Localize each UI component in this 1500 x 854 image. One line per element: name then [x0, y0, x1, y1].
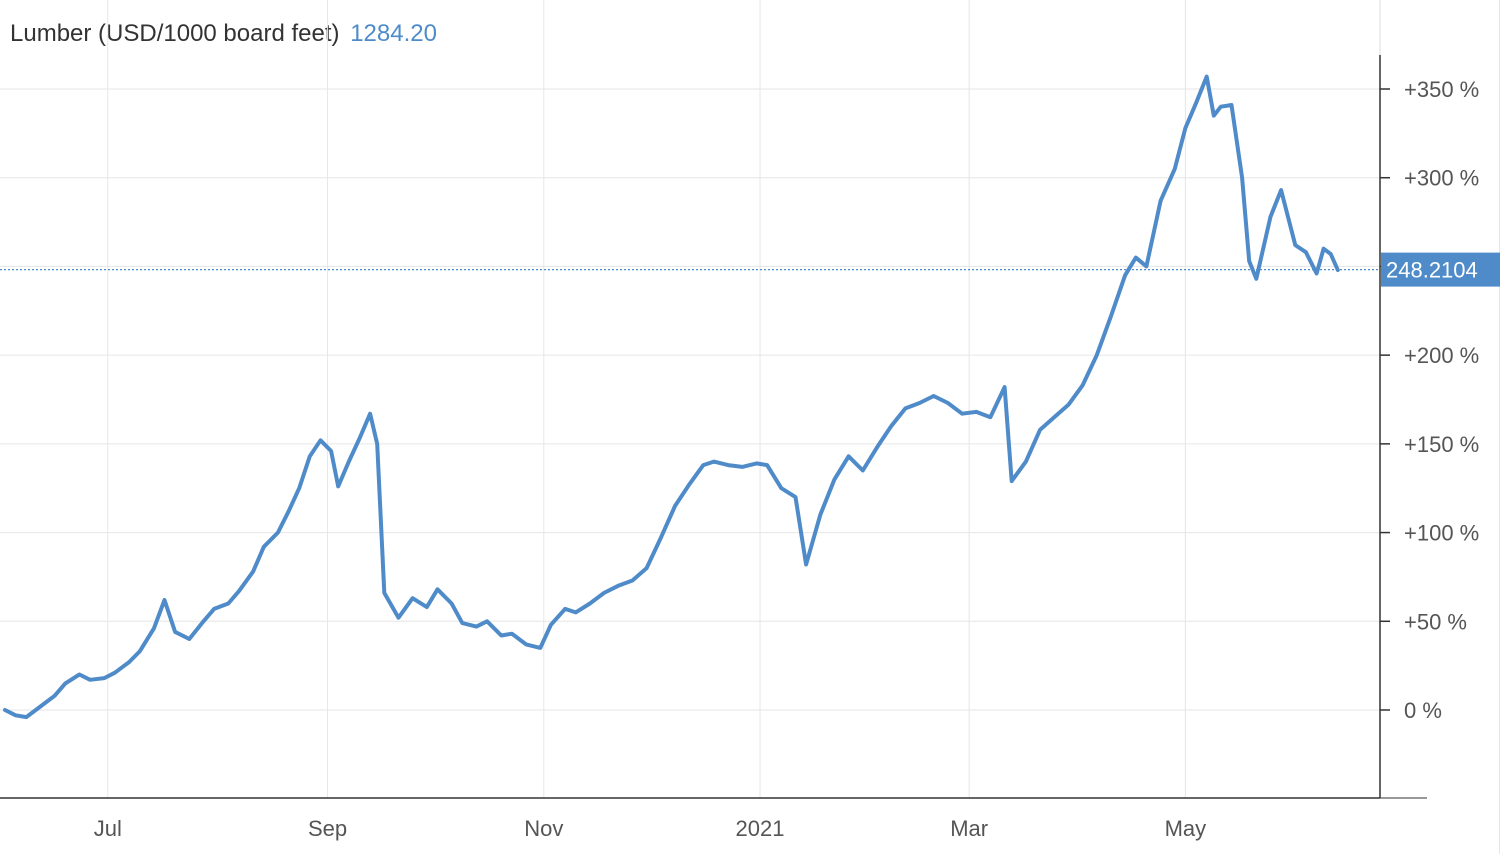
- y-tick-label: +100 %: [1404, 521, 1479, 546]
- x-tick-label: Nov: [524, 816, 563, 841]
- y-tick-label: +50 %: [1404, 609, 1467, 634]
- x-tick-label: Mar: [950, 816, 988, 841]
- y-tick-label: +300 %: [1404, 166, 1479, 191]
- chart-header: Lumber (USD/1000 board feet) 1284.20: [10, 20, 437, 48]
- x-tick-label: 2021: [736, 816, 785, 841]
- x-tick-label: Sep: [308, 816, 347, 841]
- y-tick-label: +350 %: [1404, 77, 1479, 102]
- current-value-label: 248.2104: [1386, 258, 1478, 283]
- last-price: 1284.20: [350, 20, 437, 47]
- x-tick-label: Jul: [94, 816, 122, 841]
- y-tick-label: 0 %: [1404, 698, 1442, 723]
- series-label: Lumber (USD/1000 board feet): [10, 20, 340, 47]
- current-value-badge: [1381, 252, 1500, 287]
- y-tick-label: +200 %: [1404, 343, 1479, 368]
- series-line-lumber: [3, 74, 1340, 720]
- y-tick-label: +150 %: [1404, 432, 1479, 457]
- x-tick-label: May: [1165, 816, 1207, 841]
